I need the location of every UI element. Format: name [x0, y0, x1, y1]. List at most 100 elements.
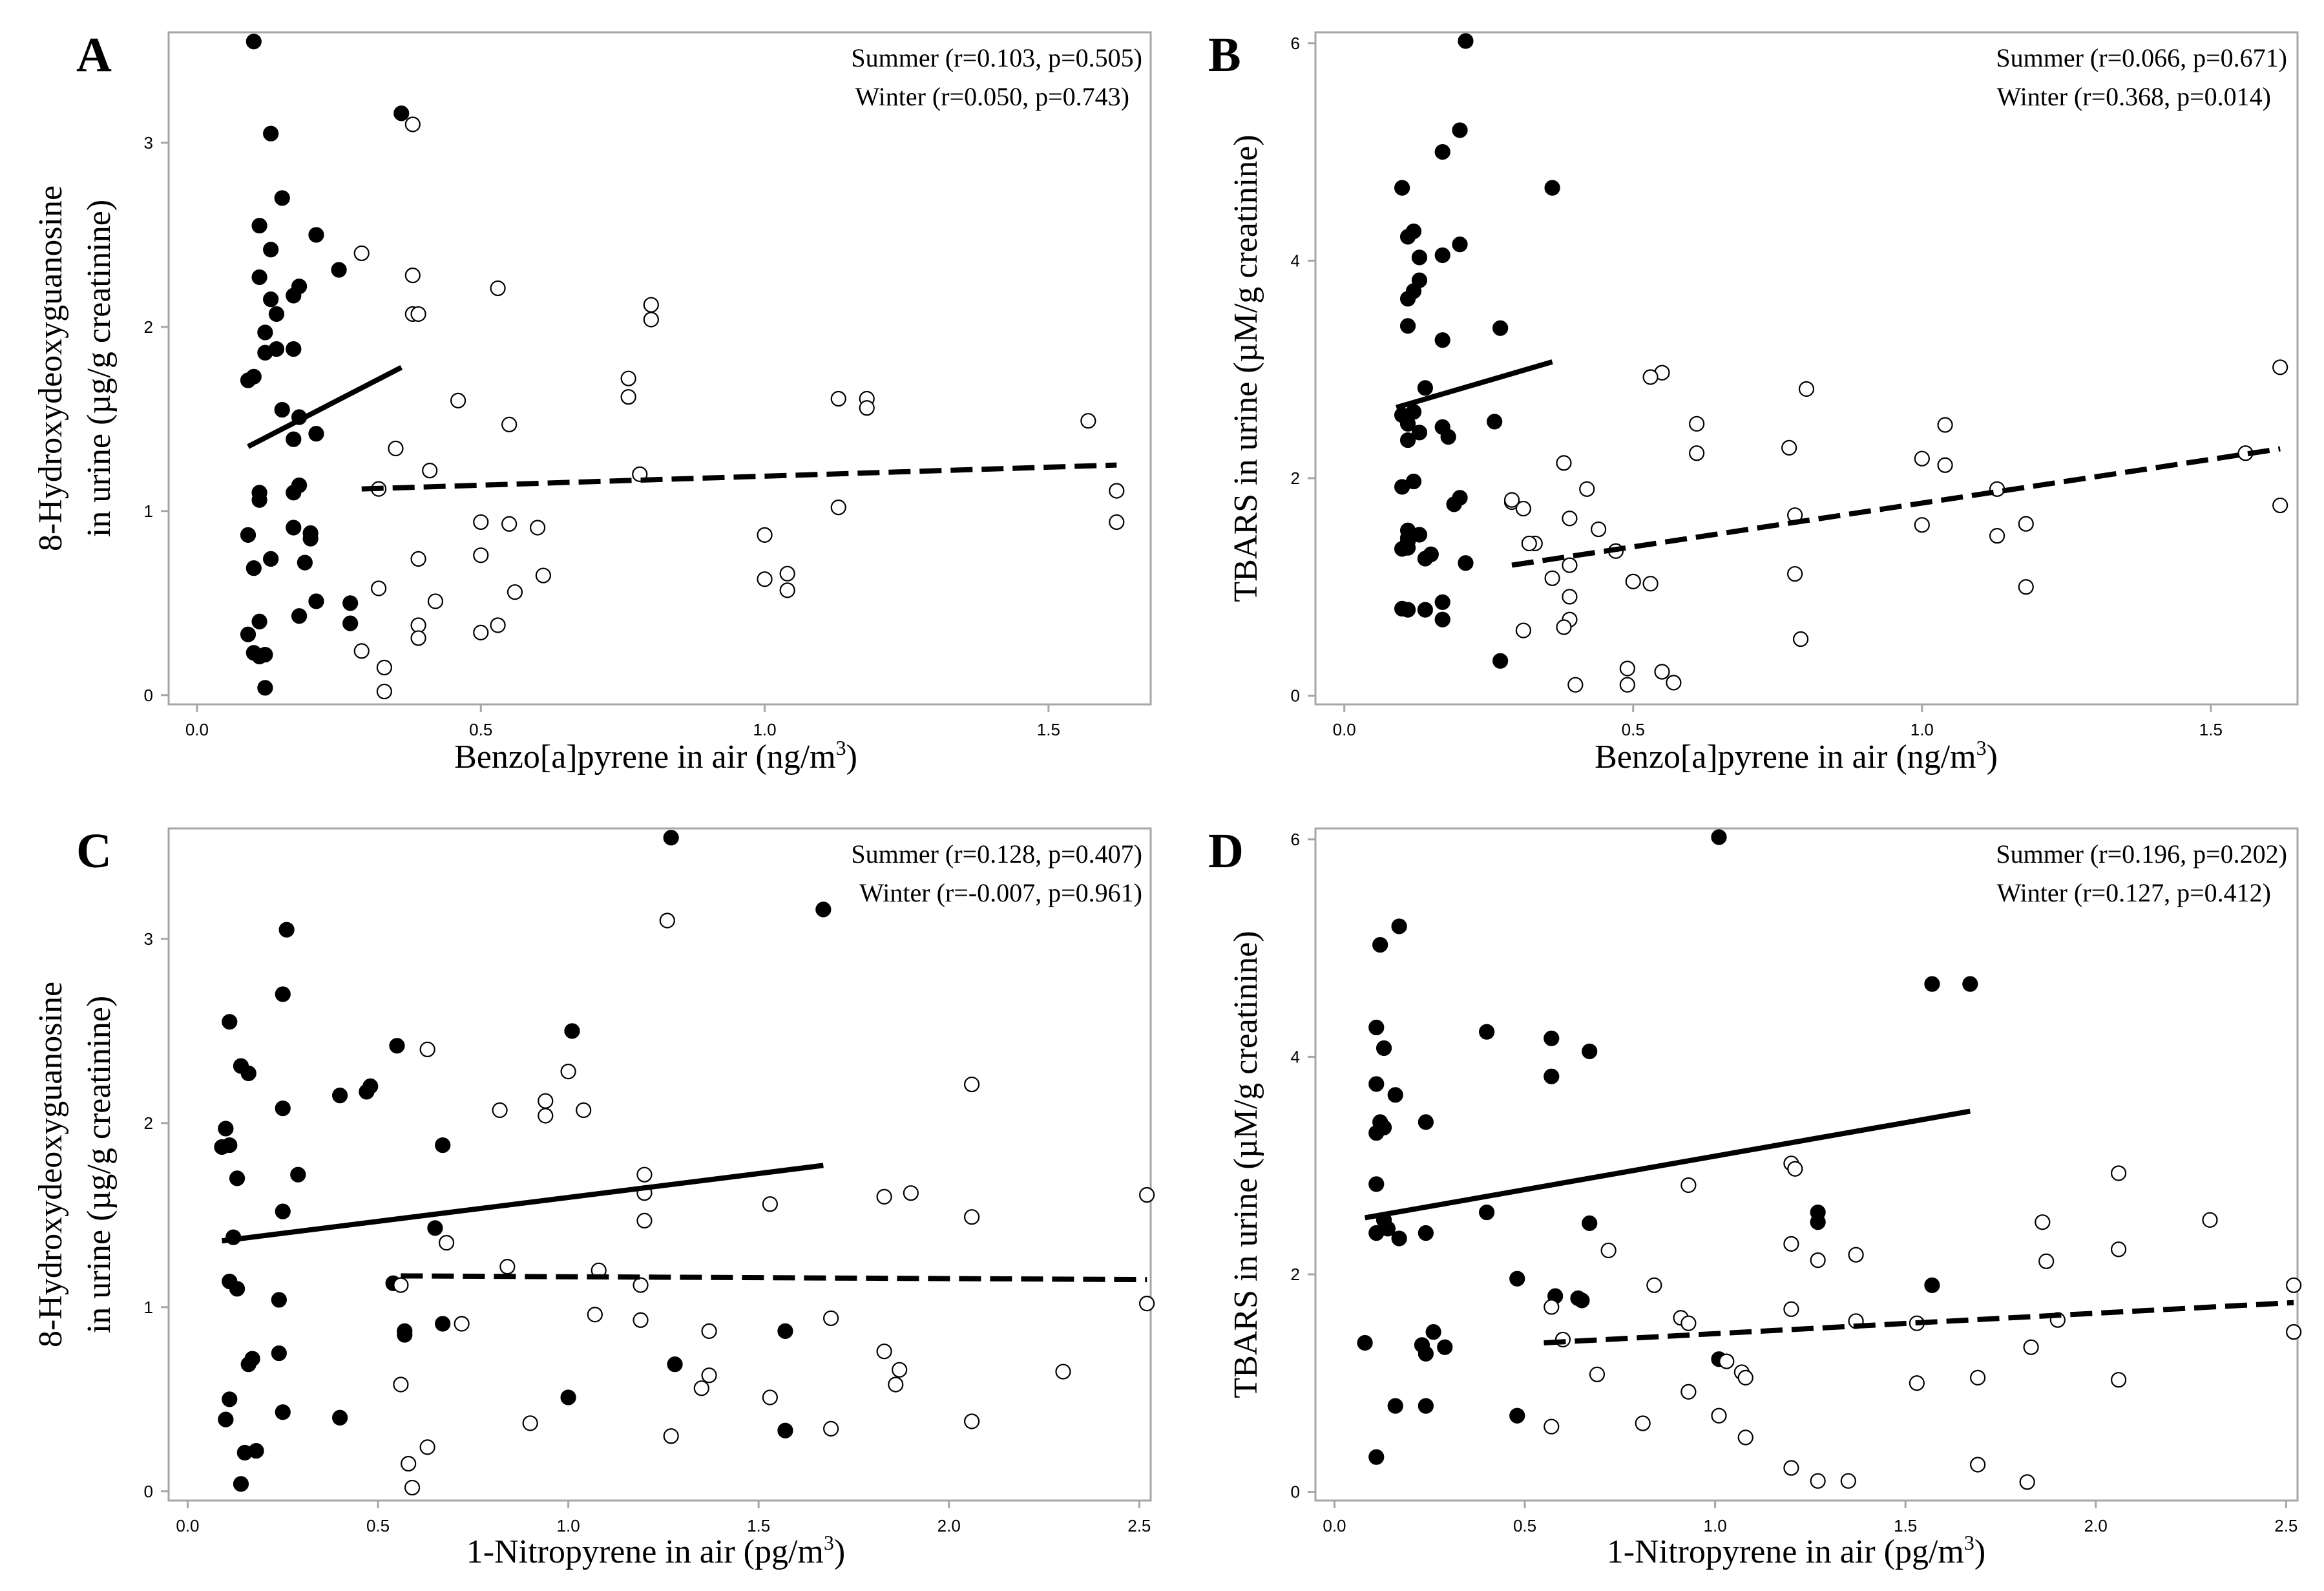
panel-d-summer-point — [1418, 1225, 1434, 1241]
panel-a-winter-point — [410, 306, 426, 322]
panel-c-winter-point — [823, 1420, 839, 1437]
panel-c-winter-point — [633, 1312, 649, 1328]
panel-c-winter-point — [538, 1093, 554, 1109]
panel-b-winter-point — [1937, 417, 1953, 433]
panel-b-summer-point — [1417, 602, 1433, 618]
panel-a-letter: A — [76, 28, 112, 82]
panel-c-summer-point — [815, 901, 832, 918]
panel-c-xtick-label: 0.0 — [176, 1516, 199, 1535]
panel-c-winter-point — [454, 1316, 470, 1332]
panel-b-winter-fit-line — [1511, 446, 2281, 568]
panel-b-winter-point — [1642, 369, 1659, 385]
panel-c-winter-point — [693, 1380, 709, 1396]
panel-a-winter-point — [388, 440, 404, 457]
panel-b-winter-point — [1625, 573, 1641, 589]
panel-c-winter-point — [401, 1455, 417, 1472]
panel-b-winter-point — [1567, 677, 1584, 693]
panel-d-winter-point — [2286, 1324, 2302, 1340]
panel-c-summer-point — [397, 1327, 413, 1343]
panel-c-winter-point — [633, 1277, 649, 1293]
panel-b-xlabel-sup: 3 — [1976, 736, 1987, 759]
panel-b-winter-point — [1619, 660, 1635, 677]
panel-b-winter-point — [1642, 576, 1659, 592]
panel-d-summer-point — [1376, 1040, 1392, 1057]
panel-d-xlabel-tail: ) — [1974, 1533, 1985, 1570]
panel-a-ylabel-line2: in urine (µg/g creatinine) — [81, 200, 118, 537]
panel-a-winter-point — [404, 268, 421, 284]
panel-d-ytick-label: 0 — [1291, 1482, 1300, 1502]
panel-c-summer-fit-line — [221, 1163, 824, 1244]
panel-b-winter-point — [1654, 664, 1670, 680]
panel-b-summer-point — [1405, 473, 1422, 490]
panel-c: C Summer (r=0.128, p=0.407) Winter (r=-0… — [32, 824, 1155, 1570]
panel-d-stat-winter: Winter (r=0.127, p=0.412) — [1996, 878, 2271, 907]
panel-a-summer-point — [251, 613, 267, 629]
panel-b-winter-point — [1666, 675, 1682, 691]
panel-a-summer-point — [308, 426, 324, 442]
panel-d-xtick-label: 0.5 — [1513, 1516, 1536, 1535]
panel-c-summer-point — [218, 1121, 234, 1137]
panel-d-xtick-label: 2.0 — [2084, 1516, 2108, 1535]
panel-b-winter-point — [2018, 516, 2034, 532]
panel-b-summer-point — [1452, 237, 1468, 253]
panel-c-ytick-label: 1 — [144, 1298, 153, 1317]
panel-c-summer-point — [248, 1442, 264, 1459]
panel-c-winter-point — [876, 1188, 892, 1205]
panel-a-winter-point — [473, 624, 489, 640]
panel-d-winter-point — [1810, 1473, 1826, 1489]
panel-d-summer-point — [1924, 976, 1940, 992]
panel-a-summer-point — [246, 34, 262, 50]
panel-d-winter-point — [2202, 1212, 2218, 1228]
panel-d-ytick-label: 2 — [1291, 1265, 1300, 1284]
panel-a-summer-point — [251, 269, 267, 286]
panel-a-stat-summer: Summer (r=0.103, p=0.505) — [851, 43, 1142, 72]
panel-a-winter-point — [529, 520, 546, 536]
panel-a-winter-point — [1109, 483, 1125, 499]
panel-b-summer-point — [1399, 229, 1416, 245]
panel-c-winter-point — [438, 1234, 455, 1251]
panel-d-summer-point — [1368, 1019, 1385, 1036]
panel-d-winter-fit-line — [1544, 1300, 2294, 1345]
panel-c-summer-point — [663, 830, 679, 846]
panel-a-summer-fit-line — [247, 365, 403, 449]
panel-b-summer-point — [1411, 249, 1428, 266]
panel-b-winter-point — [1914, 450, 1930, 467]
panel-a-summer-point — [257, 324, 273, 341]
panel-b-summer-point — [1399, 530, 1416, 546]
panel-c-winter-point — [499, 1259, 516, 1275]
panel-a-summer-point — [308, 593, 324, 609]
panel-d-winter-point — [2023, 1339, 2039, 1355]
panel-c-xtick-label: 0.5 — [366, 1516, 390, 1535]
panel-d-summer-point — [1479, 1204, 1495, 1221]
panel-d-winter-point — [1840, 1473, 1856, 1489]
panel-b-summer-point — [1434, 247, 1450, 264]
panel-c-summer-point — [667, 1356, 683, 1373]
panel-a-summer-point — [286, 431, 302, 447]
panel-d-winter-point — [1544, 1299, 1560, 1315]
panel-c-summer-point — [278, 922, 295, 938]
panel-d-summer-point — [1372, 936, 1388, 953]
panel-c-winter-point — [762, 1196, 778, 1212]
panel-b-winter-point — [1792, 631, 1809, 648]
panel-d: D Summer (r=0.196, p=0.202) Winter (r=0.… — [1208, 824, 2302, 1570]
panel-d-winter-point — [1737, 1429, 1753, 1446]
panel-a-winter-point — [779, 582, 795, 598]
panel-b-summer-point — [1399, 602, 1416, 618]
panel-b-summer-fit-line — [1396, 359, 1553, 410]
panel-a-ytick-label: 0 — [144, 686, 153, 705]
panel-a-winter-point — [830, 500, 846, 516]
panel-c-xtick-label: 2.0 — [937, 1516, 961, 1535]
panel-b-summer-point — [1399, 318, 1416, 334]
panel-a-winter-point — [404, 116, 421, 132]
panel-a-xlabel-main: Benzo[a]pyrene in air (ng/m — [454, 739, 836, 775]
panel-b-summer-point — [1434, 332, 1450, 348]
panel-d-winter-point — [2111, 1165, 2127, 1181]
panel-d-xtick-label: 1.5 — [1894, 1516, 1917, 1535]
panel-b-winter-point — [1521, 535, 1537, 552]
panel-d-winter-point — [2111, 1241, 2127, 1258]
panel-b-winter-point — [1515, 500, 1531, 517]
panel-c-winter-point — [576, 1102, 592, 1119]
panel-d-ytick-label: 6 — [1291, 830, 1300, 849]
panel-c-summer-point — [332, 1088, 348, 1104]
panel-c-winter-fit-line — [401, 1273, 1147, 1283]
